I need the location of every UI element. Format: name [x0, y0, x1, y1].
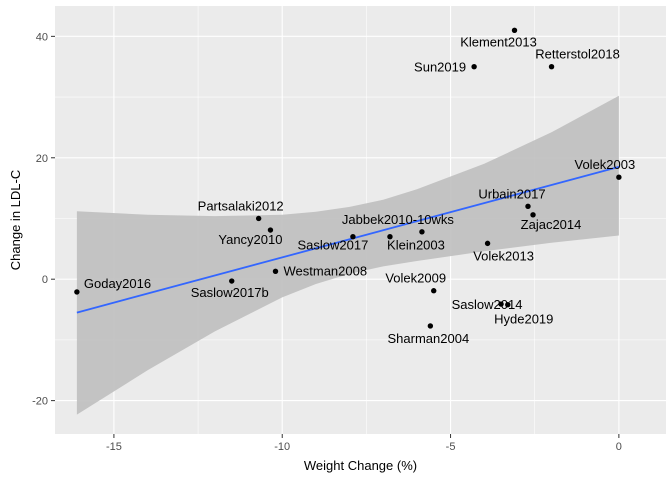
point-label: Westman2008: [283, 263, 367, 278]
data-point: [505, 301, 511, 308]
point-label: Saslow2017: [298, 238, 369, 253]
regression-line: [76, 166, 620, 314]
point-label: Jabbek2010-10wks: [342, 212, 455, 227]
data-point: [511, 27, 518, 33]
point-label: Hyde2019: [494, 312, 553, 327]
point-label: Sharman2004: [388, 331, 470, 346]
data-point: [255, 215, 262, 222]
data-point: [431, 288, 437, 294]
point-label: Zajac2014: [521, 217, 582, 232]
data-point: [427, 323, 434, 329]
x-tick-label: -5: [446, 441, 456, 453]
data-point: [419, 229, 425, 235]
x-axis-title: Weight Change (%): [304, 458, 417, 473]
data-point: [350, 233, 356, 240]
data-point: [484, 240, 491, 247]
data-point: [272, 268, 279, 274]
x-tick-label: -10: [274, 441, 290, 453]
x-axis: -15 -10 -5 0: [106, 434, 622, 453]
data-point: [530, 212, 536, 218]
x-tick-label: 0: [616, 441, 622, 453]
point-label: Volek2013: [473, 248, 534, 263]
point-label: Partsalaki2012: [198, 198, 284, 213]
point-label: Klement2013: [460, 34, 537, 49]
data-point: [267, 227, 274, 233]
point-label: Volek2009: [385, 271, 446, 286]
point-label: Goday2016: [84, 276, 151, 291]
y-tick-label: 20: [36, 153, 48, 165]
y-tick-label: 0: [42, 274, 48, 286]
point-label: Klein2003: [387, 238, 445, 253]
data-point: [548, 64, 555, 70]
confidence-band-area: [76, 95, 619, 415]
data-point: [74, 289, 80, 295]
data-point: [498, 301, 504, 307]
y-tick-label: -20: [32, 396, 48, 408]
y-axis: -20 0 20 40: [32, 31, 55, 408]
point-label: Volek2003: [575, 157, 636, 172]
point-label: Saslow2017b: [191, 285, 269, 300]
trend-line: [76, 166, 620, 314]
y-tick-label: 40: [36, 31, 48, 43]
data-point: [525, 203, 531, 210]
point-labels: Goday2016 Saslow2017b Partsalaki2012 Yancy2…: [84, 34, 635, 346]
data-point: [229, 278, 235, 284]
point-label: Sun2019: [414, 60, 466, 75]
data-point: [387, 233, 393, 240]
y-axis-title: Change in LDL-C: [8, 170, 23, 270]
data-point: [471, 64, 477, 70]
data-points: [74, 27, 622, 329]
point-label: Saslow2014: [452, 297, 523, 312]
confidence-band: [76, 95, 619, 415]
point-label: Urbain2017: [478, 186, 545, 201]
point-label: Yancy2010: [218, 232, 282, 247]
data-point: [616, 174, 622, 180]
point-label: Retterstol2018: [535, 47, 620, 62]
x-tick-label: -15: [106, 441, 122, 453]
